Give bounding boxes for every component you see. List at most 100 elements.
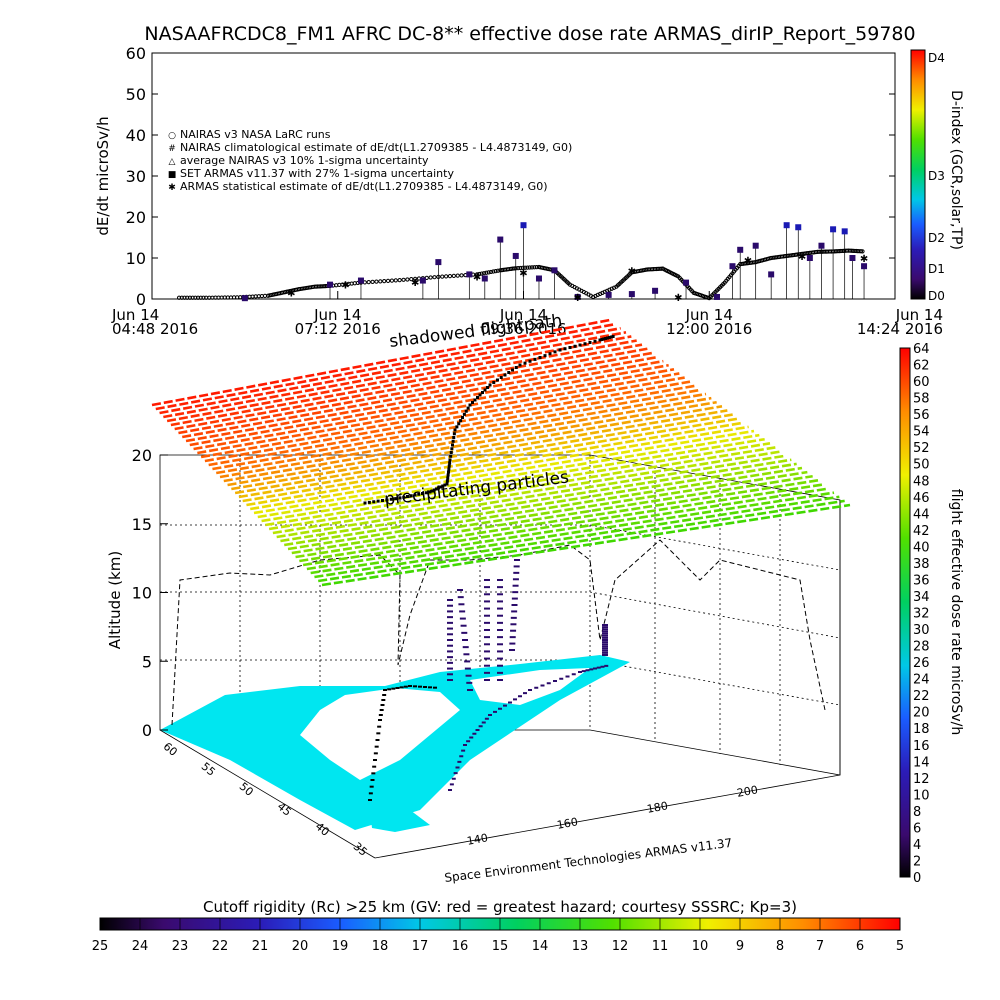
armas-point xyxy=(849,255,856,261)
flight-track xyxy=(363,335,615,801)
legend-entry: NAIRAS climatological estimate of dE/dt(… xyxy=(180,141,572,154)
dose-sheet-row xyxy=(276,454,787,539)
flight-track-point xyxy=(464,667,471,670)
x-tick-label-time: 07:12 2016 xyxy=(295,320,381,338)
flight-track-point xyxy=(465,674,472,677)
armas-estimate-point: ✱ xyxy=(287,288,295,299)
flight-track-point xyxy=(457,760,462,763)
dose-rate-tick-label: 32 xyxy=(913,607,930,622)
flight-track-point xyxy=(581,670,586,673)
nairas-point xyxy=(860,249,865,254)
dose-rate-tick-label: 8 xyxy=(913,805,921,820)
dose-sheet-row xyxy=(163,331,627,419)
nairas-point xyxy=(432,275,437,280)
flight-track-point xyxy=(602,636,608,639)
dose-rate-tick-label: 22 xyxy=(913,689,930,704)
dose-rate-tick-label: 24 xyxy=(913,673,930,688)
flight-track-point xyxy=(602,645,608,648)
armas-point xyxy=(841,228,848,235)
flight-track-point xyxy=(469,736,474,739)
nairas-point xyxy=(477,271,482,277)
nairas-point xyxy=(527,265,532,270)
flight-track-point xyxy=(441,484,445,488)
flight-track-point xyxy=(607,336,611,339)
flight-track-point xyxy=(497,607,503,610)
nairas-point xyxy=(401,277,406,282)
flight-track-point xyxy=(464,660,471,663)
y-tick-label: 60 xyxy=(126,44,146,63)
nairas-point xyxy=(479,271,484,276)
dose-sheet-row xyxy=(216,388,701,475)
flight-track-point xyxy=(512,584,519,587)
flight-track-point xyxy=(447,679,453,681)
flight-track-point xyxy=(413,493,417,497)
nairas-point xyxy=(378,279,383,284)
armas-point xyxy=(481,275,488,282)
flight-track-point xyxy=(609,335,613,339)
flight-track-point xyxy=(433,686,437,689)
dose-sheet-row xyxy=(189,359,664,447)
flight-track-point xyxy=(511,597,518,600)
flight-track-point xyxy=(602,654,608,656)
dose-rate-tick-label: 54 xyxy=(913,425,930,440)
flight-track-point xyxy=(378,719,382,721)
flight-track-point xyxy=(451,439,455,443)
armas-point xyxy=(357,277,364,284)
flight-track-point xyxy=(382,694,387,696)
armas-point xyxy=(752,242,759,249)
flight-track-point xyxy=(484,650,490,653)
armas-estimate-point: ✱ xyxy=(860,254,868,265)
flight-track-point xyxy=(391,687,396,690)
legend-symbol: ■ xyxy=(168,170,177,180)
flight-track-point xyxy=(488,714,492,716)
flight-track-point xyxy=(452,432,456,436)
flight-track-point xyxy=(373,752,378,755)
dose-sheet-row xyxy=(253,429,755,515)
flight-track-point xyxy=(430,489,434,493)
flight-track-point xyxy=(602,639,608,641)
flight-track-point xyxy=(510,629,517,632)
flight-track-point xyxy=(518,363,522,367)
flight-track-point xyxy=(445,482,449,486)
x-tick-label-time: 14:24 2016 xyxy=(857,320,943,338)
cutoff-tick-label: 18 xyxy=(372,939,389,954)
chart-title: NASAAFRCDC8_FM1 AFRC DC-8** effective do… xyxy=(144,23,915,45)
flight-track-point xyxy=(448,461,452,465)
flight-track-point xyxy=(428,490,432,494)
flight-track-point xyxy=(540,684,545,687)
flight-track-point xyxy=(497,679,503,681)
dose-rate-colorbar: 0246810121416182022242628303234363840424… xyxy=(899,342,964,886)
flight-track-point xyxy=(383,689,387,691)
altitude-tick-label: 20 xyxy=(132,446,152,465)
flight-track-point xyxy=(514,559,520,561)
y-tick-label: 40 xyxy=(126,126,146,145)
flight-track-point xyxy=(602,643,608,646)
flight-track-point xyxy=(409,494,413,498)
armas-point xyxy=(419,277,426,284)
y-tick-label: 20 xyxy=(126,208,146,227)
map-box-edge xyxy=(374,774,841,859)
flight-track-point xyxy=(421,492,424,495)
armas-point xyxy=(806,255,813,261)
legend-entry: average NAIRAS v3 10% 1-sigma uncertaint… xyxy=(180,154,429,167)
flight-track-point xyxy=(455,425,459,429)
flight-track-point xyxy=(509,636,516,639)
flight-track-point xyxy=(583,342,587,346)
flight-track-point xyxy=(367,500,371,504)
flight-track-point xyxy=(459,610,466,613)
flight-track-point xyxy=(476,396,479,399)
flight-track-point xyxy=(379,709,384,711)
altitude-tick-label: 5 xyxy=(142,652,152,671)
altitude-tick-label: 15 xyxy=(132,515,152,534)
latitude-tick-label: 50 xyxy=(237,780,256,799)
flight-track-point xyxy=(447,673,453,676)
dose-sheet-row xyxy=(268,446,776,531)
flight-track-point xyxy=(423,686,427,688)
dose-sheet-row xyxy=(200,372,680,459)
dose-rate-tick-label: 12 xyxy=(913,772,930,787)
dose-rate-tick-label: 58 xyxy=(913,392,930,407)
dose-sheet-row xyxy=(284,462,797,547)
flight-track-point xyxy=(378,714,383,716)
flight-track-point xyxy=(497,650,503,653)
